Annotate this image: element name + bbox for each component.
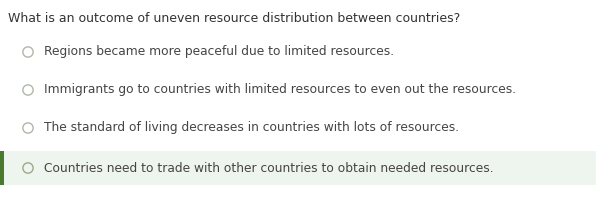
Text: Immigrants go to countries with limited resources to even out the resources.: Immigrants go to countries with limited …: [44, 84, 516, 96]
Point: [23, 50, 33, 54]
Text: Countries need to trade with other countries to obtain needed resources.: Countries need to trade with other count…: [44, 161, 493, 174]
Text: Regions became more peaceful due to limited resources.: Regions became more peaceful due to limi…: [44, 46, 394, 58]
Point: [23, 88, 33, 92]
Point: [23, 166, 33, 170]
FancyBboxPatch shape: [0, 151, 4, 185]
Point: [23, 126, 33, 130]
Text: What is an outcome of uneven resource distribution between countries?: What is an outcome of uneven resource di…: [8, 12, 460, 25]
FancyBboxPatch shape: [0, 151, 596, 185]
Text: The standard of living decreases in countries with lots of resources.: The standard of living decreases in coun…: [44, 122, 459, 134]
